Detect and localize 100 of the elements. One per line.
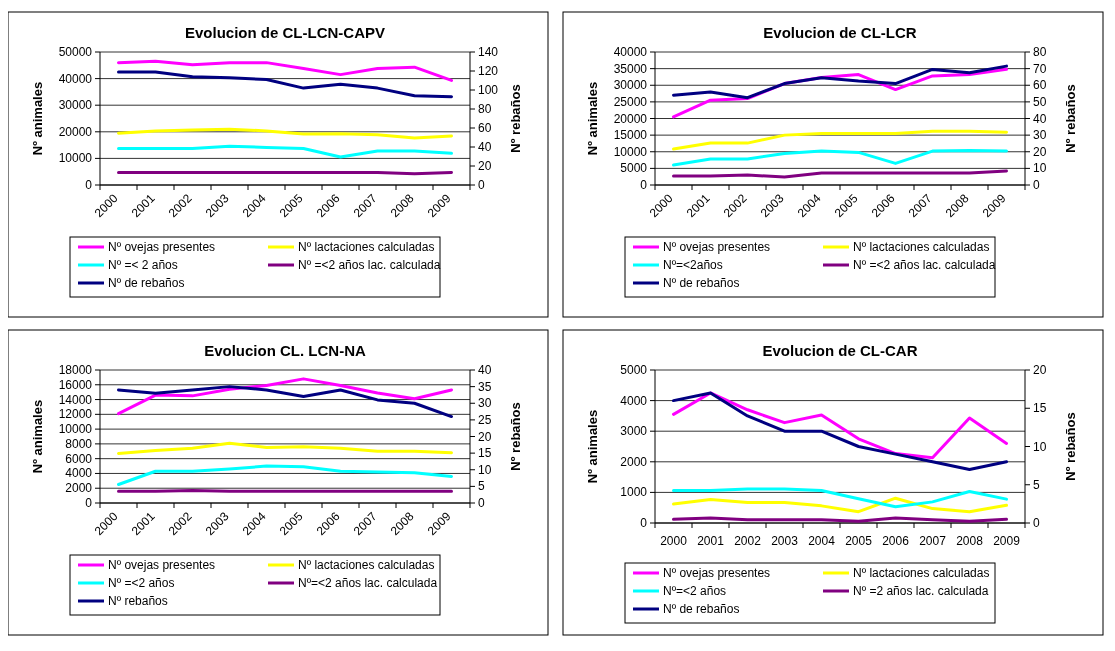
- y-tick-label: 20000: [58, 124, 93, 139]
- chart-title: Evolucion de CL-LCR: [763, 24, 917, 41]
- line-series: [117, 441, 453, 455]
- line-series: [117, 377, 453, 416]
- y2-tick-label: 60: [478, 121, 492, 135]
- y-tick-label: 25000: [613, 94, 648, 109]
- line-series: [117, 59, 453, 82]
- legend-label: Nº lactaciones calculadas: [298, 558, 435, 572]
- y2-tick-label: 120: [478, 64, 499, 78]
- y-axis-title: Nº animales: [30, 399, 45, 474]
- y-tick-label: 0: [85, 178, 93, 192]
- legend-label: Nº ovejas presentes: [108, 240, 216, 254]
- chart-title: Evolucion de CL-LCN-CAPV: [184, 24, 386, 41]
- chart-title: Evolucion CL. LCN-NA: [204, 342, 366, 359]
- y2-tick-label: 5: [478, 479, 485, 494]
- y-tick-label: 0: [640, 516, 648, 530]
- y2-tick-label: 25: [478, 412, 492, 427]
- x-tick-label: 2001: [697, 534, 725, 548]
- y2-tick-label: 20: [1033, 363, 1047, 377]
- y2-tick-label: 70: [1033, 61, 1047, 76]
- y-tick-label: 14000: [58, 392, 93, 407]
- x-tick-label: 2005: [845, 534, 873, 548]
- legend-label: Nº rebaños: [108, 594, 168, 608]
- x-tick-label: 2000: [660, 534, 688, 548]
- chart-title: Evolucion de CL-CAR: [762, 342, 918, 359]
- legend-label: Nº lactaciones calculadas: [853, 240, 990, 254]
- y2-tick-label: 15: [478, 446, 492, 461]
- y2-tick-label: 20: [478, 159, 492, 173]
- legend-label: Nº ovejas presentes: [663, 566, 771, 580]
- y-tick-label: 8000: [65, 436, 93, 451]
- y-tick-label: 12000: [58, 407, 93, 422]
- legend-label: Nº =<2 años: [108, 576, 175, 590]
- y-tick-label: 0: [640, 178, 648, 192]
- y2-axis-title: Nº rebaños: [508, 402, 523, 471]
- y2-axis-title: Nº rebaños: [1063, 84, 1078, 153]
- y2-tick-label: 10: [1033, 439, 1047, 454]
- x-tick-label: 2002: [734, 534, 762, 548]
- line-series: [672, 487, 1008, 509]
- y-tick-label: 18000: [58, 363, 93, 377]
- y2-tick-label: 30: [478, 396, 492, 411]
- legend-label: Nº=<2 años lac. calculada: [298, 576, 438, 590]
- line-series: [117, 70, 453, 99]
- legend-label: Nº ovejas presentes: [108, 558, 216, 572]
- y2-axis-title: Nº rebaños: [508, 84, 523, 153]
- legend-label: Nº=<2años: [663, 258, 723, 272]
- y-tick-label: 10000: [613, 144, 648, 159]
- x-tick-label: 2008: [956, 534, 984, 548]
- y2-tick-label: 10: [1033, 161, 1047, 176]
- line-series: [117, 144, 453, 159]
- y-tick-label: 35000: [613, 61, 648, 76]
- line-series: [672, 64, 1008, 100]
- y-tick-label: 4000: [65, 466, 93, 481]
- y-tick-label: 1000: [620, 485, 648, 500]
- y2-tick-label: 20: [478, 429, 492, 444]
- y-axis-title: Nº animales: [585, 81, 600, 156]
- y2-tick-label: 0: [478, 178, 485, 192]
- y2-tick-label: 40: [478, 363, 492, 377]
- y-tick-label: 30000: [58, 98, 93, 113]
- y2-tick-label: 30: [1033, 128, 1047, 143]
- y2-tick-label: 50: [1033, 94, 1047, 109]
- line-series: [117, 385, 453, 419]
- legend-label: Nº lactaciones calculadas: [298, 240, 435, 254]
- y-tick-label: 5000: [620, 161, 648, 176]
- x-tick-label: 2009: [993, 534, 1021, 548]
- y2-tick-label: 60: [1033, 78, 1047, 93]
- y2-tick-label: 100: [478, 83, 499, 97]
- line-series: [672, 129, 1008, 151]
- y2-tick-label: 40: [1033, 111, 1047, 126]
- x-tick-label: 2003: [771, 534, 799, 548]
- x-tick-label: 2006: [882, 534, 910, 548]
- y-tick-label: 20000: [613, 111, 648, 126]
- y2-axis-title: Nº rebaños: [1063, 412, 1078, 481]
- y-tick-label: 2000: [65, 481, 93, 496]
- y-tick-label: 5000: [620, 363, 648, 377]
- line-series: [117, 464, 453, 487]
- y2-tick-label: 5: [1033, 477, 1040, 492]
- y-tick-label: 4000: [620, 393, 648, 408]
- line-series: [672, 148, 1008, 167]
- legend-label: Nº =2 años lac. calculada: [853, 584, 989, 598]
- legend-label: Nº lactaciones calculadas: [853, 566, 990, 580]
- y-tick-label: 0: [85, 496, 93, 510]
- y2-tick-label: 0: [1033, 516, 1040, 530]
- y2-tick-label: 20: [1033, 144, 1047, 159]
- legend-label: Nº =< 2 años: [108, 258, 178, 272]
- y2-tick-label: 80: [1033, 45, 1047, 59]
- legend-label: Nº de rebaños: [663, 602, 740, 616]
- y-tick-label: 10000: [58, 422, 93, 437]
- y2-tick-label: 0: [478, 496, 485, 510]
- y-tick-label: 3000: [620, 424, 648, 439]
- legend-label: Nº ovejas presentes: [663, 240, 771, 254]
- y2-tick-label: 140: [478, 45, 499, 59]
- y-tick-label: 30000: [613, 78, 648, 93]
- y-tick-label: 2000: [620, 454, 648, 469]
- x-tick-label: 2007: [919, 534, 947, 548]
- y2-tick-label: 10: [478, 462, 492, 477]
- legend-label: Nº de rebaños: [663, 276, 740, 290]
- y-tick-label: 6000: [65, 451, 93, 466]
- y2-tick-label: 35: [478, 379, 492, 394]
- line-series: [117, 127, 453, 140]
- legend-label: Nº =<2 años lac. calculada: [853, 258, 996, 272]
